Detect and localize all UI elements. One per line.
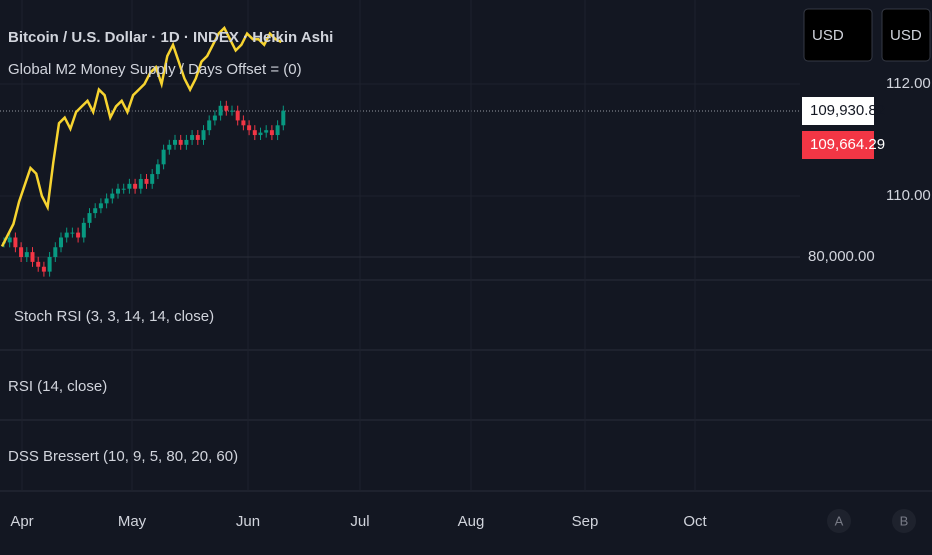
candle [241, 120, 246, 126]
candle [230, 110, 234, 112]
time-label: Oct [683, 513, 707, 530]
candle [138, 178, 143, 189]
candle [24, 252, 29, 257]
candle [212, 115, 217, 121]
candle [150, 174, 155, 184]
scale-button[interactable] [892, 509, 916, 533]
last-price-label: 109,930.82 [810, 102, 885, 119]
m2-line [0, 25, 282, 247]
candle [269, 130, 274, 136]
candle [224, 105, 229, 111]
plot [0, 0, 800, 491]
candle [235, 110, 240, 121]
candle [53, 247, 58, 257]
pane-label: DSS Bressert (10, 9, 5, 80, 20, 60) [8, 448, 238, 465]
candle [281, 110, 286, 126]
candle [116, 188, 120, 194]
candle [161, 149, 166, 165]
pane-separators [0, 279, 932, 492]
candle [98, 203, 103, 209]
prev-price-badge [802, 131, 874, 159]
candle [144, 178, 149, 184]
time-label: Aug [458, 513, 485, 530]
candle [190, 135, 195, 140]
time-label: Jul [350, 513, 369, 530]
currency-button-label: USD [890, 27, 922, 44]
candle [59, 237, 63, 248]
candle [121, 188, 126, 190]
candle [70, 232, 75, 234]
candle [110, 193, 115, 199]
indicator-label: Global M2 Money Supply / Days Offset = (… [8, 61, 302, 78]
candle [207, 120, 212, 131]
candle [127, 183, 132, 189]
scale-button-label: B [900, 513, 909, 528]
pane-label: RSI (14, close) [8, 378, 107, 395]
candle [178, 139, 183, 145]
currency-button[interactable] [803, 8, 873, 62]
m2-tick-label: 110.00 [886, 187, 931, 204]
candle [195, 135, 200, 140]
candle [184, 139, 189, 145]
candle [64, 232, 69, 238]
time-label: Apr [10, 513, 33, 530]
candle [258, 132, 263, 136]
candle [155, 164, 160, 175]
candle [133, 183, 138, 189]
candle [264, 130, 269, 133]
candle [252, 130, 257, 136]
candle [167, 144, 172, 150]
candle [201, 130, 206, 140]
candle [104, 198, 109, 204]
currency-button[interactable] [881, 8, 931, 62]
candle [41, 266, 46, 272]
last-price-badge [802, 97, 874, 125]
scale-button[interactable] [827, 509, 851, 533]
currency-button-label: USD [812, 27, 844, 44]
candle [13, 237, 18, 248]
candle [247, 125, 252, 131]
chart-title: Bitcoin / U.S. Dollar · 1D · INDEX · Hei… [8, 29, 333, 46]
candle [93, 208, 98, 214]
time-label: Jun [236, 513, 260, 530]
candle [47, 257, 52, 272]
candle [87, 213, 92, 223]
scale-button-label: A [835, 513, 844, 528]
candle [173, 139, 177, 145]
price-tick-label: 80,000.00 [808, 248, 875, 265]
candle [30, 252, 35, 262]
candle [275, 125, 280, 136]
prev-price-label: 109,664.29 [810, 136, 885, 153]
pane-label: Stoch RSI (3, 3, 14, 14, close) [14, 308, 214, 325]
m2-tick-label: 112.00 [886, 75, 931, 92]
candle [81, 222, 86, 238]
candle [7, 237, 12, 243]
candle [19, 247, 24, 257]
candle [218, 105, 223, 116]
time-label: Sep [572, 513, 599, 530]
time-label: May [118, 513, 147, 530]
candle [76, 232, 81, 238]
candle [36, 261, 41, 267]
